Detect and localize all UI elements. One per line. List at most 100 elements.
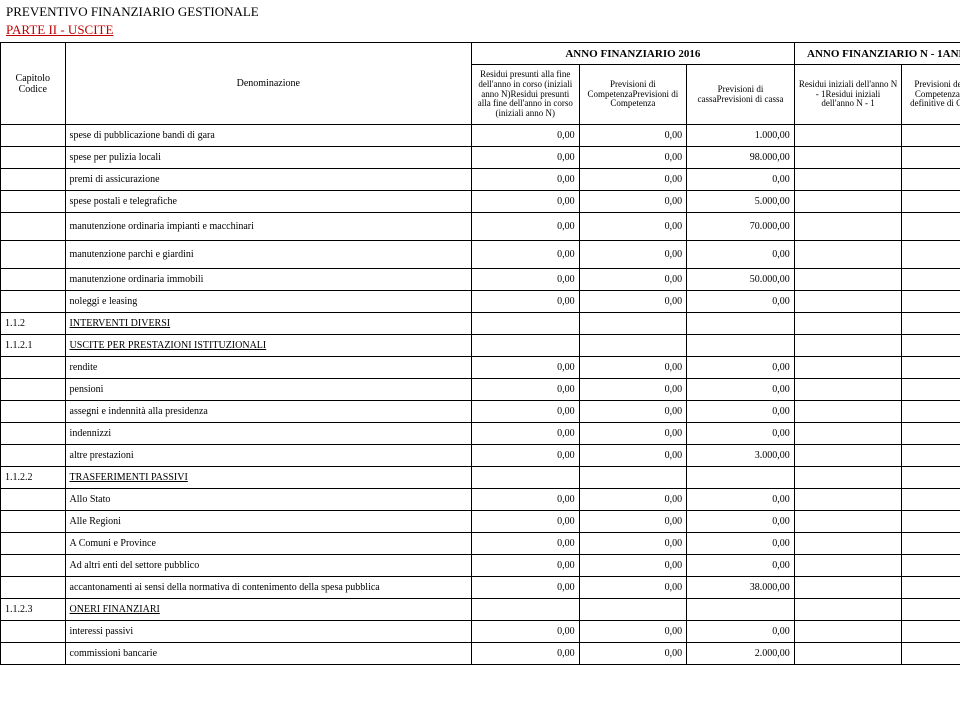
cell-v3 [687, 313, 795, 335]
cell-desc: USCITE PER PRESTAZIONI ISTITUZIONALI [65, 335, 471, 357]
table-row: spese per pulizia locali0,000,0098.000,0… [1, 147, 960, 169]
cell-code [1, 533, 66, 555]
cell-desc: commissioni bancarie [65, 643, 471, 665]
table-row: A Comuni e Province0,000,000,00 [1, 533, 960, 555]
header-col-competenza: Previsioni di CompetenzaPrevisioni di Co… [579, 65, 687, 125]
cell-v5 [902, 621, 960, 643]
cell-code [1, 423, 66, 445]
cell-desc: manutenzione ordinaria impianti e macchi… [65, 213, 471, 241]
table-row: premi di assicurazione0,000,000,00 [1, 169, 960, 191]
table-row: 1.1.2.2TRASFERIMENTI PASSIVI [1, 467, 960, 489]
cell-v2: 0,00 [579, 511, 687, 533]
cell-v5 [902, 643, 960, 665]
cell-desc: manutenzione parchi e giardini [65, 241, 471, 269]
cell-v3: 70.000,00 [687, 213, 795, 241]
cell-v3 [687, 335, 795, 357]
cell-v3: 0,00 [687, 423, 795, 445]
cell-v5 [902, 401, 960, 423]
cell-code [1, 643, 66, 665]
table-row: 1.1.2.1USCITE PER PRESTAZIONI ISTITUZION… [1, 335, 960, 357]
cell-v5 [902, 125, 960, 147]
cell-desc: assegni e indennità alla presidenza [65, 401, 471, 423]
header-col-residui-prev: Residui iniziali dell'anno N - 1Residui … [794, 65, 902, 125]
budget-table: Capitolo Codice Denominazione ANNO FINAN… [0, 42, 960, 665]
cell-code [1, 577, 66, 599]
cell-v5 [902, 335, 960, 357]
cell-v5 [902, 533, 960, 555]
cell-v1: 0,00 [472, 147, 580, 169]
cell-code [1, 213, 66, 241]
cell-v1 [472, 335, 580, 357]
cell-v2: 0,00 [579, 125, 687, 147]
cell-v3: 38.000,00 [687, 577, 795, 599]
cell-v3: 0,00 [687, 241, 795, 269]
cell-desc: noleggi e leasing [65, 291, 471, 313]
cell-v1: 0,00 [472, 379, 580, 401]
cell-code [1, 169, 66, 191]
cell-v5 [902, 291, 960, 313]
cell-v3: 2.000,00 [687, 643, 795, 665]
cell-v5 [902, 445, 960, 467]
cell-v4 [794, 241, 902, 269]
cell-code [1, 269, 66, 291]
cell-v1 [472, 313, 580, 335]
cell-code [1, 291, 66, 313]
cell-v5 [902, 169, 960, 191]
cell-v5 [902, 191, 960, 213]
cell-v4 [794, 147, 902, 169]
cell-desc: Alle Regioni [65, 511, 471, 533]
table-row: pensioni0,000,000,00 [1, 379, 960, 401]
cell-v1: 0,00 [472, 445, 580, 467]
cell-code [1, 241, 66, 269]
cell-v5 [902, 555, 960, 577]
cell-v3: 0,00 [687, 533, 795, 555]
cell-v5 [902, 467, 960, 489]
cell-v2: 0,00 [579, 643, 687, 665]
cell-code: 1.1.2.3 [1, 599, 66, 621]
table-row: commissioni bancarie0,000,002.000,00 [1, 643, 960, 665]
cell-v3: 0,00 [687, 357, 795, 379]
cell-v5 [902, 241, 960, 269]
header-col-residui: Residui presunti alla fine dell'anno in … [472, 65, 580, 125]
header-year-current: ANNO FINANZIARIO 2016 [472, 43, 795, 65]
cell-v4 [794, 423, 902, 445]
cell-v5 [902, 599, 960, 621]
table-row: 1.1.2.3ONERI FINANZIARI [1, 599, 960, 621]
cell-v4 [794, 511, 902, 533]
cell-v4 [794, 621, 902, 643]
cell-v1: 0,00 [472, 291, 580, 313]
table-row: spese di pubblicazione bandi di gara0,00… [1, 125, 960, 147]
cell-desc: spese per pulizia locali [65, 147, 471, 169]
cell-desc: INTERVENTI DIVERSI [65, 313, 471, 335]
cell-code [1, 379, 66, 401]
table-row: Alle Regioni0,000,000,00 [1, 511, 960, 533]
cell-v4 [794, 555, 902, 577]
cell-v3: 98.000,00 [687, 147, 795, 169]
cell-v1: 0,00 [472, 577, 580, 599]
cell-code [1, 511, 66, 533]
cell-v2: 0,00 [579, 213, 687, 241]
table-row: assegni e indennità alla presidenza0,000… [1, 401, 960, 423]
header-col-cassa: Previsioni di cassaPrevisioni di cassa [687, 65, 795, 125]
cell-v2: 0,00 [579, 423, 687, 445]
cell-v2: 0,00 [579, 291, 687, 313]
table-row: noleggi e leasing0,000,000,00 [1, 291, 960, 313]
cell-desc: pensioni [65, 379, 471, 401]
cell-code: 1.1.2.2 [1, 467, 66, 489]
cell-v5 [902, 423, 960, 445]
cell-code: 1.1.2.1 [1, 335, 66, 357]
cell-desc: ONERI FINANZIARI [65, 599, 471, 621]
cell-v4 [794, 213, 902, 241]
cell-v4 [794, 445, 902, 467]
cell-v4 [794, 357, 902, 379]
table-row: interessi passivi0,000,000,00 [1, 621, 960, 643]
cell-v2: 0,00 [579, 241, 687, 269]
doc-title-main: PREVENTIVO FINANZIARIO GESTIONALE [0, 0, 960, 22]
table-row: 1.1.2INTERVENTI DIVERSI [1, 313, 960, 335]
cell-v3: 0,00 [687, 489, 795, 511]
cell-v1: 0,00 [472, 489, 580, 511]
cell-v2: 0,00 [579, 489, 687, 511]
cell-code: 1.1.2 [1, 313, 66, 335]
cell-v2: 0,00 [579, 147, 687, 169]
cell-code [1, 621, 66, 643]
